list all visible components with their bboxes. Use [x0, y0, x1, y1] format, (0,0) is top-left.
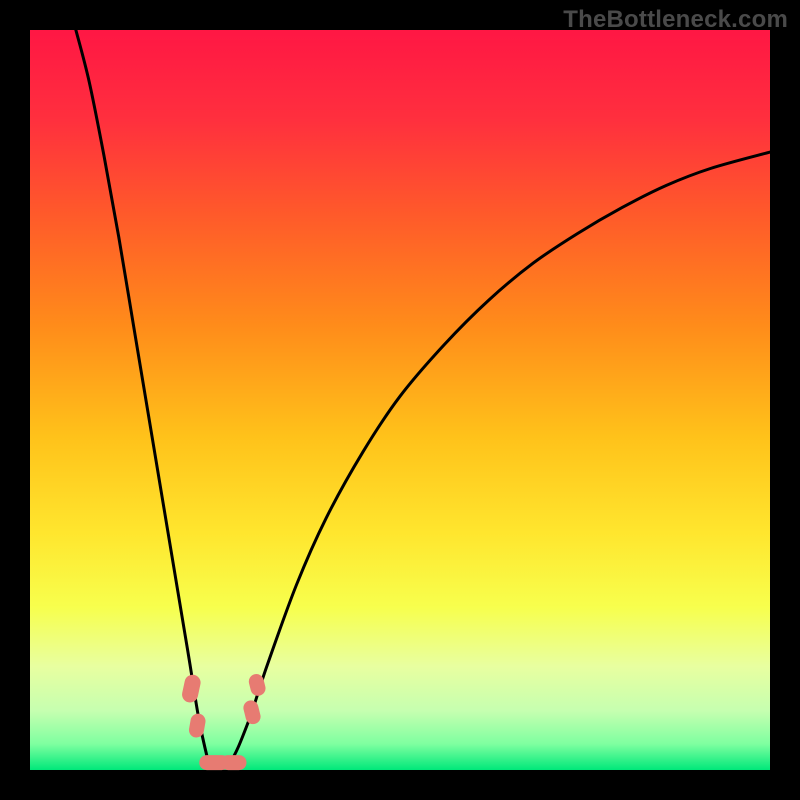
- plot-background: [30, 30, 770, 770]
- watermark-text: TheBottleneck.com: [563, 6, 788, 34]
- curve-marker: [221, 755, 247, 770]
- chart-frame: TheBottleneck.com: [0, 0, 800, 800]
- chart-svg: [0, 0, 800, 800]
